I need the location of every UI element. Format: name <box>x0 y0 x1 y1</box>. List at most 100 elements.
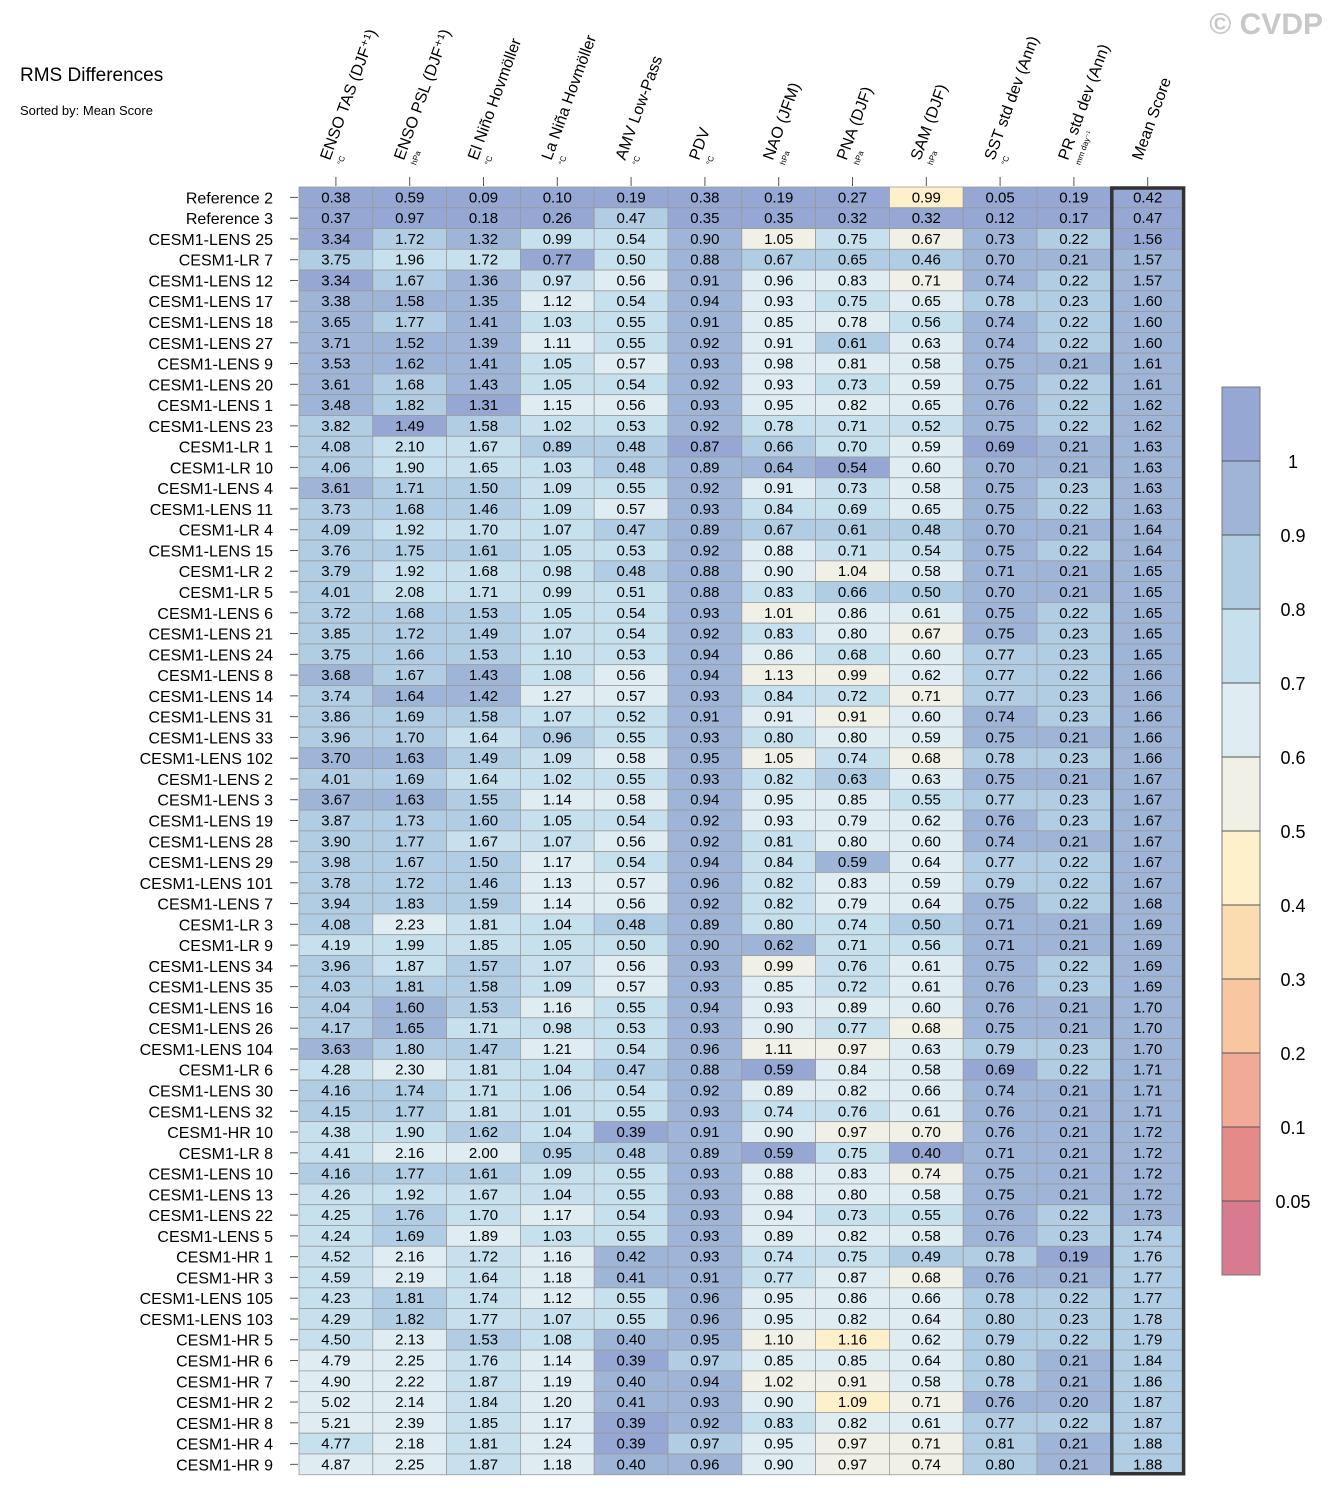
cell-value: 0.70 <box>838 439 867 456</box>
cell-value: 3.75 <box>321 252 350 269</box>
cell-value: 1.70 <box>469 522 498 539</box>
cell-value: 0.83 <box>838 1166 867 1183</box>
cell-value: 0.05 <box>985 189 1014 206</box>
cell-value: 1.96 <box>395 252 424 269</box>
row-label: CESM1-LENS 5 <box>157 1229 273 1246</box>
cell-value: 0.88 <box>764 542 793 559</box>
cell-value: 0.78 <box>985 750 1014 767</box>
colorbar-segment <box>1222 1201 1260 1275</box>
row-label: CESM1-LENS 6 <box>157 606 273 623</box>
cell-value: 0.71 <box>912 1436 941 1453</box>
cell-value: 0.55 <box>616 1166 645 1183</box>
cell-value: 0.19 <box>616 189 645 206</box>
row-label: CESM1-LENS 28 <box>149 834 274 851</box>
cell-value: 0.82 <box>764 771 793 788</box>
cell-value: 0.91 <box>690 1124 719 1141</box>
cell-value: 1.53 <box>469 646 498 663</box>
cell-value: 0.62 <box>912 1332 941 1349</box>
cell-value: 0.74 <box>985 272 1014 289</box>
cell-value: 0.21 <box>1059 356 1088 373</box>
cell-value: 1.77 <box>1133 1290 1162 1307</box>
cell-value: 0.54 <box>616 376 645 393</box>
cell-value: 1.63 <box>1133 459 1162 476</box>
cell-value: 1.57 <box>1133 272 1162 289</box>
cell-value: 2.25 <box>395 1353 424 1370</box>
cell-value: 2.19 <box>395 1269 424 1286</box>
cell-value: 0.55 <box>616 480 645 497</box>
cell-value: 0.76 <box>985 1103 1014 1120</box>
cell-value: 0.22 <box>1059 314 1088 331</box>
cell-value: 0.41 <box>616 1269 645 1286</box>
cell-value: 1.06 <box>543 1082 572 1099</box>
cell-value: 1.05 <box>543 376 572 393</box>
cell-value: 1.70 <box>1133 999 1162 1016</box>
cell-value: 0.90 <box>764 1020 793 1037</box>
cell-value: 0.80 <box>985 1311 1014 1328</box>
cell-value: 0.21 <box>1059 1436 1088 1453</box>
cell-value: 0.91 <box>764 480 793 497</box>
colorbar-segment <box>1222 1053 1260 1127</box>
cell-value: 0.86 <box>838 1290 867 1307</box>
cell-value: 0.93 <box>690 1228 719 1245</box>
cell-value: 0.57 <box>616 356 645 373</box>
cell-value: 1.64 <box>469 771 498 788</box>
cell-value: 1.70 <box>1133 1041 1162 1058</box>
cell-value: 1.71 <box>469 1020 498 1037</box>
cell-value: 0.61 <box>838 335 867 352</box>
cell-value: 0.85 <box>764 314 793 331</box>
cell-value: 1.69 <box>395 771 424 788</box>
column-unit: hPa <box>778 149 792 166</box>
cell-value: 0.23 <box>1059 792 1088 809</box>
cell-value: 1.74 <box>395 1082 424 1099</box>
cell-value: 0.71 <box>985 1145 1014 1162</box>
cell-value: 0.58 <box>912 1062 941 1079</box>
cell-value: 0.39 <box>616 1353 645 1370</box>
cell-value: 2.22 <box>395 1373 424 1390</box>
cell-value: 0.70 <box>912 1124 941 1141</box>
cell-value: 0.48 <box>616 916 645 933</box>
cell-value: 1.61 <box>469 1166 498 1183</box>
cell-value: 0.89 <box>764 1228 793 1245</box>
row-label: CESM1-HR 7 <box>176 1374 273 1391</box>
row-label: CESM1-LENS 26 <box>149 1021 274 1038</box>
cell-value: 0.93 <box>764 812 793 829</box>
cell-value: 1.09 <box>838 1394 867 1411</box>
cell-value: 1.57 <box>469 958 498 975</box>
cell-value: 0.52 <box>912 418 941 435</box>
cell-value: 0.98 <box>543 563 572 580</box>
cell-value: 0.59 <box>838 854 867 871</box>
cell-value: 0.89 <box>543 439 572 456</box>
cell-value: 4.23 <box>321 1290 350 1307</box>
cell-value: 2.00 <box>469 1145 498 1162</box>
cell-value: 4.87 <box>321 1456 350 1473</box>
cell-value: 0.73 <box>838 480 867 497</box>
row-label: CESM1-LENS 33 <box>149 730 274 747</box>
colorbar-segment <box>1222 905 1260 979</box>
cell-value: 0.40 <box>616 1332 645 1349</box>
column-label: La Niña Hovmöller <box>539 32 600 162</box>
cell-value: 0.54 <box>616 605 645 622</box>
cell-value: 0.57 <box>616 501 645 518</box>
cell-value: 1.68 <box>1133 896 1162 913</box>
cell-value: 1.07 <box>543 833 572 850</box>
cell-value: 4.15 <box>321 1103 350 1120</box>
cell-value: 0.92 <box>690 542 719 559</box>
cell-value: 3.48 <box>321 397 350 414</box>
cell-value: 0.22 <box>1059 376 1088 393</box>
cell-value: 0.83 <box>764 1415 793 1432</box>
cell-value: 4.52 <box>321 1249 350 1266</box>
cell-value: 1.67 <box>469 833 498 850</box>
cell-value: 0.79 <box>985 1332 1014 1349</box>
cell-value: 0.59 <box>395 189 424 206</box>
colorbar-tick-label: 0.05 <box>1275 1192 1310 1212</box>
cell-value: 1.05 <box>543 605 572 622</box>
cell-value: 0.79 <box>985 1041 1014 1058</box>
cell-value: 0.85 <box>838 1353 867 1370</box>
cell-value: 1.02 <box>543 418 572 435</box>
cell-value: 0.77 <box>985 1415 1014 1432</box>
cell-value: 2.23 <box>395 916 424 933</box>
cell-value: 0.66 <box>764 439 793 456</box>
cell-value: 0.93 <box>690 1166 719 1183</box>
cell-value: 1.04 <box>543 1062 572 1079</box>
